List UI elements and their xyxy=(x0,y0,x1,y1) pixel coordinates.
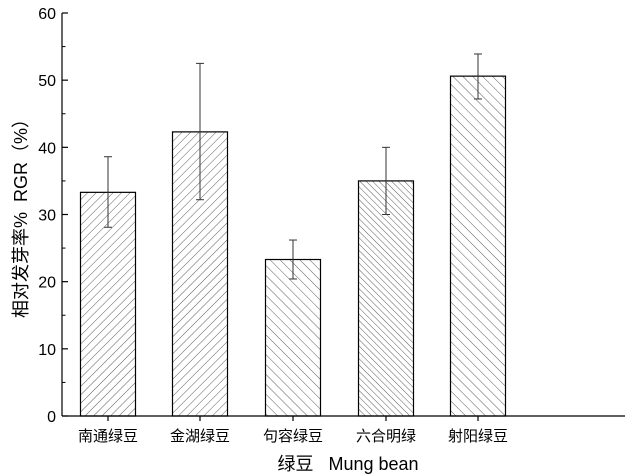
y-tick-label: 20 xyxy=(38,275,56,292)
y-tick-label: 0 xyxy=(47,409,56,426)
x-tick-label: 六合明绿 xyxy=(356,428,416,445)
y-tick-label: 40 xyxy=(38,140,56,157)
bar xyxy=(357,180,415,417)
y-axis-label: 相对发芽率% RGR（%） xyxy=(11,110,31,318)
x-tick-label: 句容绿豆 xyxy=(263,428,323,445)
bar xyxy=(264,258,322,417)
bar xyxy=(449,75,507,417)
y-tick-label: 50 xyxy=(38,73,56,90)
bar xyxy=(79,191,137,417)
x-tick-label: 南通绿豆 xyxy=(78,428,138,445)
x-axis-label: 绿豆 Mung bean xyxy=(277,454,418,474)
y-tick-label: 30 xyxy=(38,208,56,225)
y-tick-label: 60 xyxy=(38,6,56,23)
x-tick-label: 金湖绿豆 xyxy=(170,428,230,445)
bars xyxy=(79,53,507,417)
y-ticks: 0 10 20 30 40 50 60 xyxy=(38,6,68,426)
x-ticks: 南通绿豆 金湖绿豆 句容绿豆 六合明绿 射阳绿豆 xyxy=(78,416,508,445)
y-tick-label: 10 xyxy=(38,342,56,359)
x-tick-label: 射阳绿豆 xyxy=(448,428,508,445)
